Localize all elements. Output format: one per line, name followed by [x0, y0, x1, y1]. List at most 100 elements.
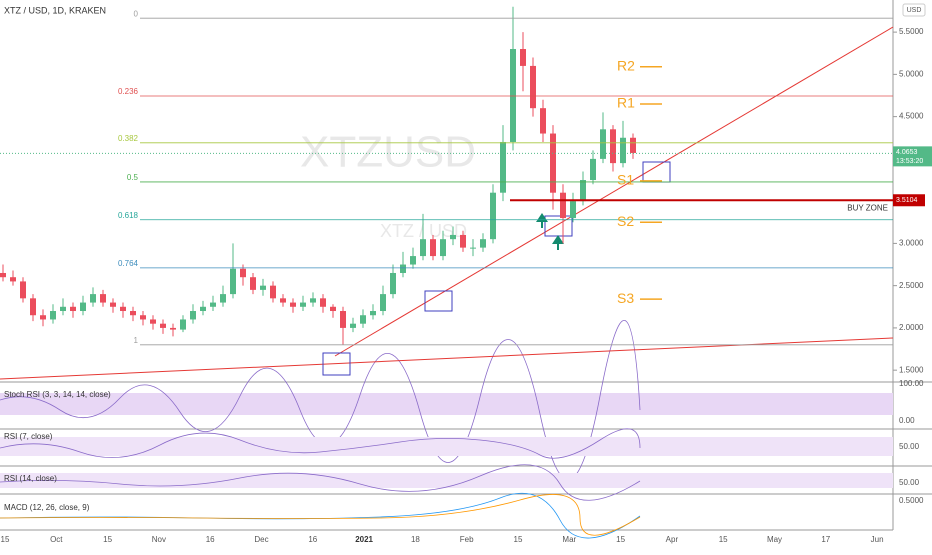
pane-tick-label: 50.00 — [899, 478, 920, 487]
candle-body — [600, 129, 606, 159]
candle-body — [140, 315, 146, 320]
candle-body — [180, 319, 186, 330]
trend-line — [334, 26, 894, 357]
candle-body — [400, 264, 406, 273]
x-tick-label: 16 — [206, 535, 215, 544]
candle-body — [510, 49, 516, 142]
level-label: S3 — [617, 290, 634, 306]
countdown: 13:53:20 — [896, 158, 923, 165]
x-tick-label: 15 — [103, 535, 112, 544]
watermark: XTZUSD — [300, 128, 476, 177]
x-tick-label: 17 — [821, 535, 830, 544]
stoch-band — [0, 393, 893, 415]
candle-body — [200, 306, 206, 312]
pane-title: Stoch RSI (3, 3, 14, 14, close) — [4, 390, 111, 399]
arrow — [536, 213, 548, 228]
candle-body — [290, 302, 296, 307]
x-tick-label: 2021 — [355, 535, 373, 544]
signal-line — [0, 494, 641, 536]
candle-body — [450, 234, 456, 240]
pane-title: MACD (12, 26, close, 9) — [4, 503, 90, 512]
fib-label: 0.5 — [127, 173, 139, 182]
candle-body — [630, 137, 636, 153]
level-label: R1 — [617, 95, 635, 111]
candle-body — [260, 285, 266, 290]
x-tick-label: May — [767, 535, 782, 544]
last-price-value: 4.0653 — [896, 149, 918, 156]
candle-body — [250, 277, 256, 290]
x-tick-label: 15 — [1, 535, 10, 544]
candle-body — [350, 323, 356, 328]
price-badge — [893, 146, 932, 167]
rsi14-band — [0, 473, 893, 488]
level-label: R2 — [617, 57, 635, 73]
candle-body — [230, 268, 236, 295]
candle-body — [70, 306, 76, 312]
candle-body — [520, 49, 526, 66]
y-tick-label: 5.0000 — [899, 69, 924, 78]
candle-body — [550, 133, 556, 193]
candle-body — [380, 294, 386, 312]
candle-body — [90, 294, 96, 303]
x-tick-label: Jun — [871, 535, 884, 544]
candle-body — [20, 281, 26, 299]
candle-body — [530, 65, 536, 109]
candle-body — [60, 306, 66, 312]
candle-body — [240, 268, 246, 278]
currency: USD — [907, 7, 922, 14]
marks — [0, 6, 636, 345]
candle-body — [540, 108, 546, 134]
candle-body — [50, 311, 56, 320]
fib-label: 1 — [134, 336, 139, 345]
rsi7-band — [0, 437, 893, 456]
candle-body — [370, 311, 376, 316]
x-tick-label: 15 — [514, 535, 523, 544]
level-label: S1 — [617, 172, 634, 188]
candle-body — [420, 239, 426, 257]
candle-body — [110, 302, 116, 307]
level-label: S2 — [617, 213, 634, 229]
candle-body — [490, 192, 496, 240]
candle-body — [580, 180, 586, 202]
candle-body — [280, 298, 286, 303]
fib-label: 0 — [134, 9, 139, 18]
box — [322, 352, 351, 376]
candle-body — [430, 239, 436, 257]
candle-body — [360, 315, 366, 324]
x-tick-label: Feb — [460, 535, 474, 544]
candle-body — [150, 319, 156, 324]
candle-body — [80, 302, 86, 312]
candle-body — [220, 294, 226, 303]
candle-body — [590, 158, 596, 181]
rsi7-line — [0, 428, 641, 459]
candle-body — [440, 239, 446, 257]
pane-tick-label: 100.00 — [899, 379, 924, 388]
candle-body — [330, 306, 336, 312]
x-tick-label: 16 — [308, 535, 317, 544]
pane-title: RSI (7, close) — [4, 432, 53, 441]
buy-zone-label: BUY ZONE — [847, 203, 888, 212]
y-tick-label: 3.0000 — [899, 239, 924, 248]
candle-body — [270, 285, 276, 299]
x-tick-label: 18 — [411, 535, 420, 544]
candle-body — [130, 311, 136, 316]
rsi14-line — [0, 464, 641, 501]
buy-zone-value: 3.5104 — [896, 197, 918, 204]
x-tick-label: 15 — [616, 535, 625, 544]
candle-body — [560, 192, 566, 219]
candle-body — [160, 323, 166, 328]
y-tick-label: 4.5000 — [899, 112, 924, 121]
candle-body — [120, 306, 126, 312]
x-tick-label: Nov — [152, 535, 166, 544]
x-tick-label: Dec — [254, 535, 268, 544]
candle-body — [460, 234, 466, 248]
candle-body — [100, 294, 106, 303]
candle-body — [310, 298, 316, 303]
pane-tick-label: 50.00 — [899, 442, 920, 451]
candle-body — [500, 141, 506, 193]
candle-body — [40, 315, 46, 320]
candle-body — [300, 302, 306, 307]
candle-body — [480, 239, 486, 248]
